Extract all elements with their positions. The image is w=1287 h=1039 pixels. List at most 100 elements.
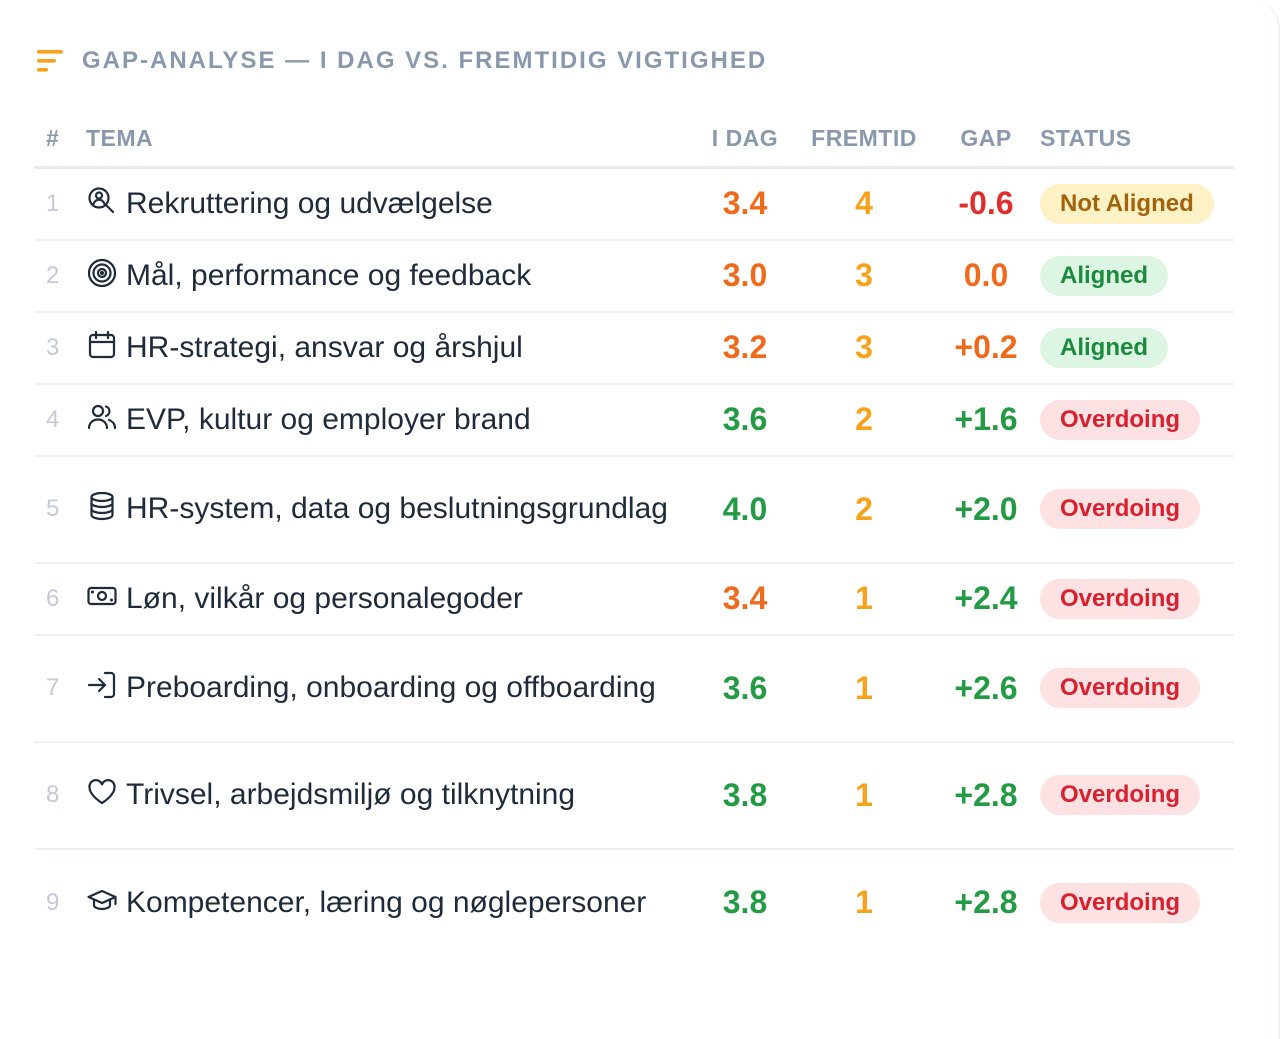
idag-value: 4.0 — [722, 490, 768, 527]
tema-cell: Kompetencer, læring og nøglepersoner — [86, 849, 694, 956]
column-header-num: # — [34, 110, 86, 169]
column-header-fremtid[interactable]: FREMTID — [796, 110, 932, 169]
tema-label: Preboarding, onboarding og offboarding — [126, 671, 656, 704]
fremtid-value: 2 — [855, 401, 873, 437]
row-number: 5 — [46, 495, 60, 522]
fremtid-value: 1 — [855, 884, 873, 920]
fremtid-value: 4 — [855, 185, 873, 222]
gap-value: -0.6 — [958, 185, 1014, 222]
status-cell: Overdoing — [1040, 384, 1234, 456]
fremtid-value: 3 — [855, 257, 873, 293]
table-body: 1 Rekruttering og udvælgelse 3.4 4 -0.6 Not A… — [34, 168, 1234, 956]
row-number: 4 — [46, 405, 60, 433]
row-number: 3 — [46, 333, 60, 361]
column-header-gap[interactable]: GAP — [932, 110, 1040, 169]
status-cell: Aligned — [1040, 312, 1234, 384]
row-number: 8 — [46, 781, 60, 808]
column-header-idag[interactable]: I DAG — [694, 110, 796, 169]
tema-label: Mål, performance og feedback — [126, 258, 532, 292]
idag-value: 3.0 — [722, 257, 768, 293]
tema-cell: Preboarding, onboarding og offboarding — [86, 635, 694, 742]
sort-lines-icon — [37, 50, 63, 72]
status-cell: Overdoing — [1040, 635, 1234, 742]
idag-value: 3.4 — [722, 580, 768, 616]
tema-cell: Trivsel, arbejdsmiljø og tilknytning — [86, 742, 694, 849]
idag-value: 3.2 — [722, 329, 768, 365]
status-cell: Overdoing — [1040, 849, 1234, 956]
idag-value: 3.4 — [722, 185, 768, 222]
idag-value: 3.6 — [722, 669, 768, 706]
gap-table: # TEMA I DAG FREMTID GAP STATUS 1 Rekrutt… — [34, 110, 1234, 956]
row-number: 6 — [46, 584, 60, 612]
status-badge: Aligned — [1040, 327, 1168, 368]
tema-cell: Mål, performance og feedback — [86, 240, 694, 312]
tema-cell: HR-system, data og beslutningsgrundlag — [86, 456, 694, 563]
fremtid-value: 1 — [855, 580, 873, 616]
row-number: 7 — [46, 674, 60, 701]
idag-value: 3.6 — [722, 401, 768, 437]
status-badge: Overdoing — [1040, 578, 1201, 619]
sign-in-icon — [87, 671, 116, 699]
table-row[interactable]: 3 HR-strategi, ansvar og årshjul 3.2 3 +0.2 A… — [34, 312, 1234, 384]
status-cell: Overdoing — [1040, 742, 1234, 849]
status-badge: Not Aligned — [1040, 183, 1214, 224]
tema-label: Kompetencer, læring og nøglepersoner — [126, 885, 647, 919]
status-cell: Not Aligned — [1040, 168, 1234, 240]
fremtid-value: 3 — [855, 329, 873, 365]
card-title: GAP-ANALYSE — I DAG VS. FREMTIDIG VIGTIG… — [82, 47, 768, 74]
gap-value: +2.4 — [954, 580, 1018, 616]
tema-cell: Løn, vilkår og personalegoder — [86, 563, 694, 635]
column-header-status[interactable]: STATUS — [1040, 110, 1234, 169]
heart-icon — [88, 779, 116, 805]
row-number: 2 — [46, 261, 60, 289]
table-row[interactable]: 8 Trivsel, arbejdsmiljø og tilknytning 3.8… — [34, 742, 1234, 849]
tema-cell: HR-strategi, ansvar og årshjul — [86, 312, 694, 384]
tema-label: Trivsel, arbejdsmiljø og tilknytning — [126, 778, 576, 811]
status-cell: Aligned — [1040, 240, 1234, 312]
status-cell: Overdoing — [1040, 456, 1234, 563]
table-row[interactable]: 7 Preboarding, onboarding og offboarding 3… — [34, 635, 1234, 742]
table-row[interactable]: 1 Rekruttering og udvælgelse 3.4 4 -0.6 Not A… — [34, 168, 1234, 240]
status-badge: Aligned — [1040, 255, 1168, 296]
status-badge: Overdoing — [1040, 668, 1201, 708]
tema-label: EVP, kultur og employer brand — [126, 402, 531, 436]
status-badge: Overdoing — [1040, 399, 1201, 440]
target-icon — [87, 258, 117, 287]
table-row[interactable]: 2 Mål, performance og feedback 3.0 3 0.0 Alig… — [34, 240, 1234, 312]
status-badge: Overdoing — [1040, 489, 1201, 529]
table-row[interactable]: 5 HR-system, data og beslutningsgrundlag 4… — [34, 456, 1234, 563]
fremtid-value: 2 — [855, 490, 873, 527]
gap-value: +2.0 — [954, 490, 1018, 527]
tema-cell: Rekruttering og udvælgelse — [86, 168, 694, 240]
row-number: 1 — [46, 189, 60, 217]
tema-label: HR-system, data og beslutningsgrundlag — [126, 492, 668, 525]
tema-cell: EVP, kultur og employer brand — [86, 384, 694, 456]
tema-label: Løn, vilkår og personalegoder — [126, 581, 523, 615]
search-user-icon — [88, 187, 115, 213]
gap-value: 0.0 — [963, 257, 1009, 293]
row-number: 9 — [46, 888, 60, 916]
table-row[interactable]: 9 Kompetencer, læring og nøglepersoner 3.8… — [34, 849, 1234, 956]
graduation-cap-icon — [87, 889, 117, 910]
gap-value: +2.6 — [954, 669, 1018, 706]
tema-label: HR-strategi, ansvar og årshjul — [126, 330, 523, 364]
idag-value: 3.8 — [722, 776, 768, 813]
status-badge: Overdoing — [1040, 775, 1201, 815]
users-icon — [87, 404, 117, 429]
table-header-row: # TEMA I DAG FREMTID GAP STATUS — [34, 110, 1234, 169]
status-cell: Overdoing — [1040, 563, 1234, 635]
card-header: GAP-ANALYSE — I DAG VS. FREMTIDIG VIGTIG… — [36, 44, 767, 78]
database-icon — [90, 491, 114, 521]
tema-label: Rekruttering og udvælgelse — [126, 186, 493, 220]
table-row[interactable]: 6 Løn, vilkår og personalegoder 3.4 1 +2.4 Ov… — [34, 563, 1234, 635]
gap-value: +0.2 — [954, 329, 1018, 365]
banknote-icon — [87, 586, 117, 605]
gap-value: +2.8 — [954, 776, 1018, 813]
status-badge: Overdoing — [1040, 882, 1201, 923]
fremtid-value: 1 — [855, 776, 873, 813]
column-header-tema[interactable]: TEMA — [86, 110, 694, 169]
calendar-icon — [88, 330, 116, 358]
fremtid-value: 1 — [855, 669, 873, 706]
table-row[interactable]: 4 EVP, kultur og employer brand 3.6 2 +1.6 Ov… — [34, 384, 1234, 456]
